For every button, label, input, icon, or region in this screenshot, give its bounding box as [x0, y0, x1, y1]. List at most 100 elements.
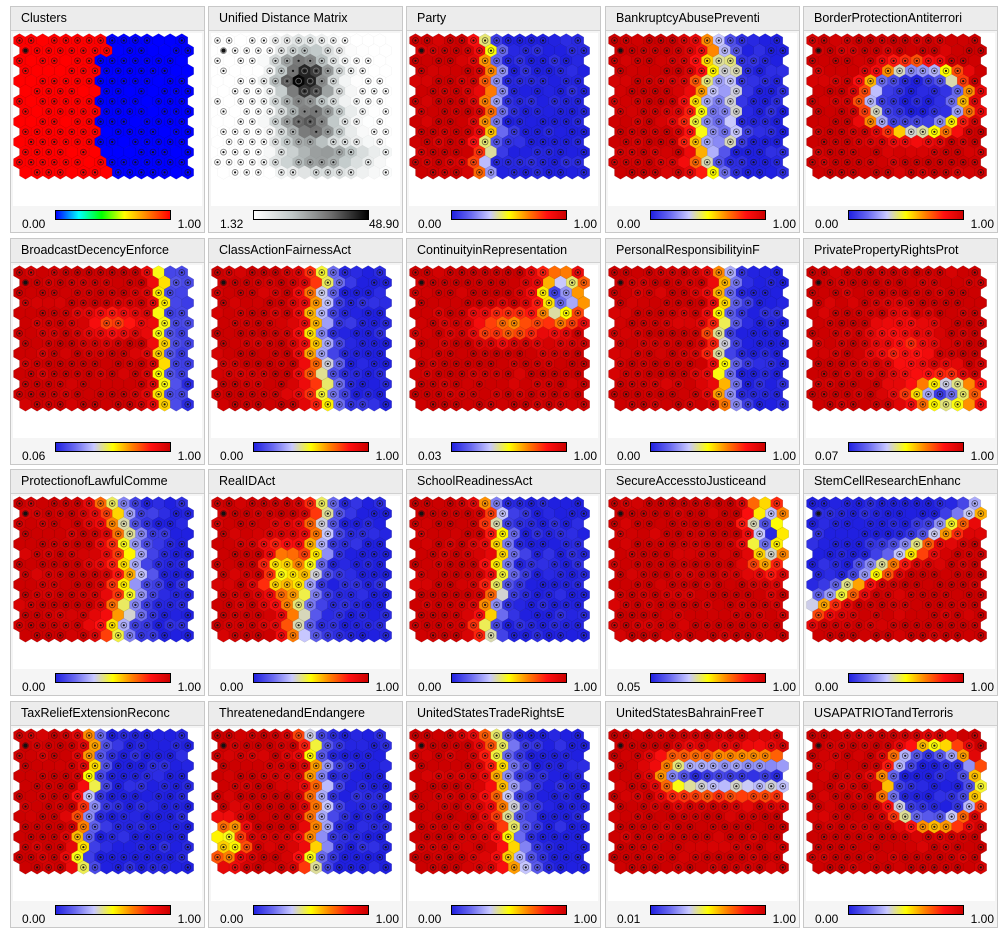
legend-gradient-bar: [451, 210, 567, 220]
node-hit-dot: [426, 39, 429, 42]
node-hit-marker: [132, 158, 139, 166]
node-hit-marker: [809, 57, 816, 65]
node-hit-dot: [169, 291, 172, 294]
node-hit-marker: [628, 148, 636, 156]
node-hit-marker: [435, 138, 443, 146]
legend-max-value: 1.00: [177, 449, 201, 463]
node-hit-dot: [338, 362, 341, 365]
panel-header: BroadcastDecencyEnforce: [11, 239, 204, 263]
node-hit-dot: [829, 130, 832, 133]
component-plane-borderprotectionantiterrori[interactable]: BorderProtectionAntiterrori 0.00 1.00: [803, 6, 998, 233]
node-hit-marker: [237, 330, 245, 337]
node-hit-dot: [700, 301, 703, 304]
node-hit-marker: [341, 269, 349, 276]
node-hit-dot: [437, 352, 440, 355]
node-hit-dot: [47, 130, 50, 133]
node-hit-marker: [925, 57, 932, 65]
node-hit-marker: [580, 87, 588, 95]
node-hit-dot: [781, 171, 784, 174]
hex-map[interactable]: [13, 265, 202, 438]
node-hit-dot: [222, 130, 225, 133]
node-hit-marker: [272, 138, 279, 146]
node-hit-marker: [481, 289, 489, 297]
node-hit-dot: [373, 90, 376, 93]
node-hit-marker: [225, 269, 233, 276]
component-plane-bankruptcyabusepreventi[interactable]: BankruptcyAbusePreventi 0.00 1.00: [605, 6, 800, 233]
node-hit-dot: [251, 372, 254, 375]
node-hit-marker: [826, 128, 834, 136]
node-hit-dot: [671, 271, 674, 274]
node-hit-marker: [446, 118, 454, 125]
node-hit-dot: [378, 332, 381, 335]
node-hit-marker: [698, 47, 705, 54]
hex-map[interactable]: [608, 33, 797, 206]
node-hit-dot: [518, 291, 521, 294]
node-hit-dot: [472, 100, 475, 103]
node-hit-marker: [446, 330, 454, 337]
node-hit-marker: [295, 98, 302, 105]
node-hit-dot: [618, 48, 623, 53]
node-hit-marker: [178, 350, 186, 357]
node-hit-dot: [239, 291, 242, 294]
hex-map[interactable]: [806, 265, 995, 438]
node-hit-dot: [956, 69, 959, 72]
node-hit-marker: [965, 47, 973, 54]
node-hit-marker: [85, 37, 93, 44]
node-hit-marker: [470, 158, 477, 166]
node-hit-marker: [412, 269, 419, 276]
hex-map[interactable]: [806, 33, 995, 206]
component-plane-clusters[interactable]: Clusters 0.00 1.00: [10, 6, 205, 233]
hex-map[interactable]: [211, 33, 400, 206]
hex-map[interactable]: [608, 265, 797, 438]
node-hit-marker: [815, 128, 822, 136]
node-hit-dot: [180, 80, 183, 83]
component-plane-unified-distance-matrix[interactable]: Unified Distance Matrix 1.32 48.90: [208, 6, 403, 233]
node-hit-dot: [128, 49, 131, 52]
node-hit-marker: [312, 169, 320, 176]
node-hit-dot: [613, 39, 616, 42]
node-hit-dot: [648, 161, 651, 164]
hex-map[interactable]: [211, 265, 400, 438]
node-hit-marker: [545, 401, 553, 408]
node-hit-marker: [452, 360, 460, 368]
hex-map[interactable]: [409, 33, 598, 206]
component-plane-broadcastdecencyenforce[interactable]: BroadcastDecencyEnforce 0.06 1.00: [10, 238, 205, 465]
node-hit-dot: [111, 80, 114, 83]
node-hit-dot: [122, 352, 125, 355]
node-hit-marker: [91, 169, 99, 176]
node-hit-dot: [286, 271, 289, 274]
component-plane-party[interactable]: Party 0.00 1.00: [406, 6, 601, 233]
node-hit-marker: [97, 37, 104, 44]
component-plane-personalresponsibilityinf[interactable]: PersonalResponsibilityinF 0.00 1.00: [605, 238, 800, 465]
node-hit-dot: [677, 301, 680, 304]
node-hit-dot: [565, 161, 568, 164]
node-hit-marker: [283, 289, 291, 297]
node-hit-marker: [669, 57, 676, 65]
node-hit-marker: [657, 309, 665, 317]
node-hit-marker: [977, 148, 985, 156]
node-hit-dot: [489, 49, 493, 52]
node-hit-dot: [613, 161, 616, 164]
component-plane-continuityinrepresentation[interactable]: ContinuityinRepresentation 0.03 1.00: [406, 238, 601, 465]
node-hit-dot: [443, 130, 446, 133]
node-hit-marker: [878, 269, 886, 276]
node-hit-marker: [779, 108, 787, 115]
node-hit-dot: [36, 130, 39, 133]
node-hit-marker: [80, 380, 87, 388]
node-hit-marker: [826, 169, 834, 176]
node-hit-dot: [82, 383, 85, 386]
hex-map[interactable]: [409, 265, 598, 438]
node-hit-dot: [869, 140, 872, 143]
node-hit-dot: [553, 120, 556, 123]
component-plane-privatepropertyrightsprot[interactable]: PrivatePropertyRightsProt 0.07 1.00: [803, 238, 998, 465]
component-plane-classactionfairnessact[interactable]: ClassActionFairnessAct 0.00 1.00: [208, 238, 403, 465]
hex-map[interactable]: [13, 33, 202, 206]
node-hit-dot: [817, 69, 820, 72]
node-hit-dot: [472, 80, 475, 83]
node-hit-dot: [355, 120, 358, 123]
node-hit-marker: [611, 37, 618, 44]
node-hit-dot: [735, 110, 738, 113]
node-hit-dot: [618, 280, 623, 285]
node-hit-dot: [257, 151, 260, 154]
node-hit-marker: [231, 47, 239, 54]
